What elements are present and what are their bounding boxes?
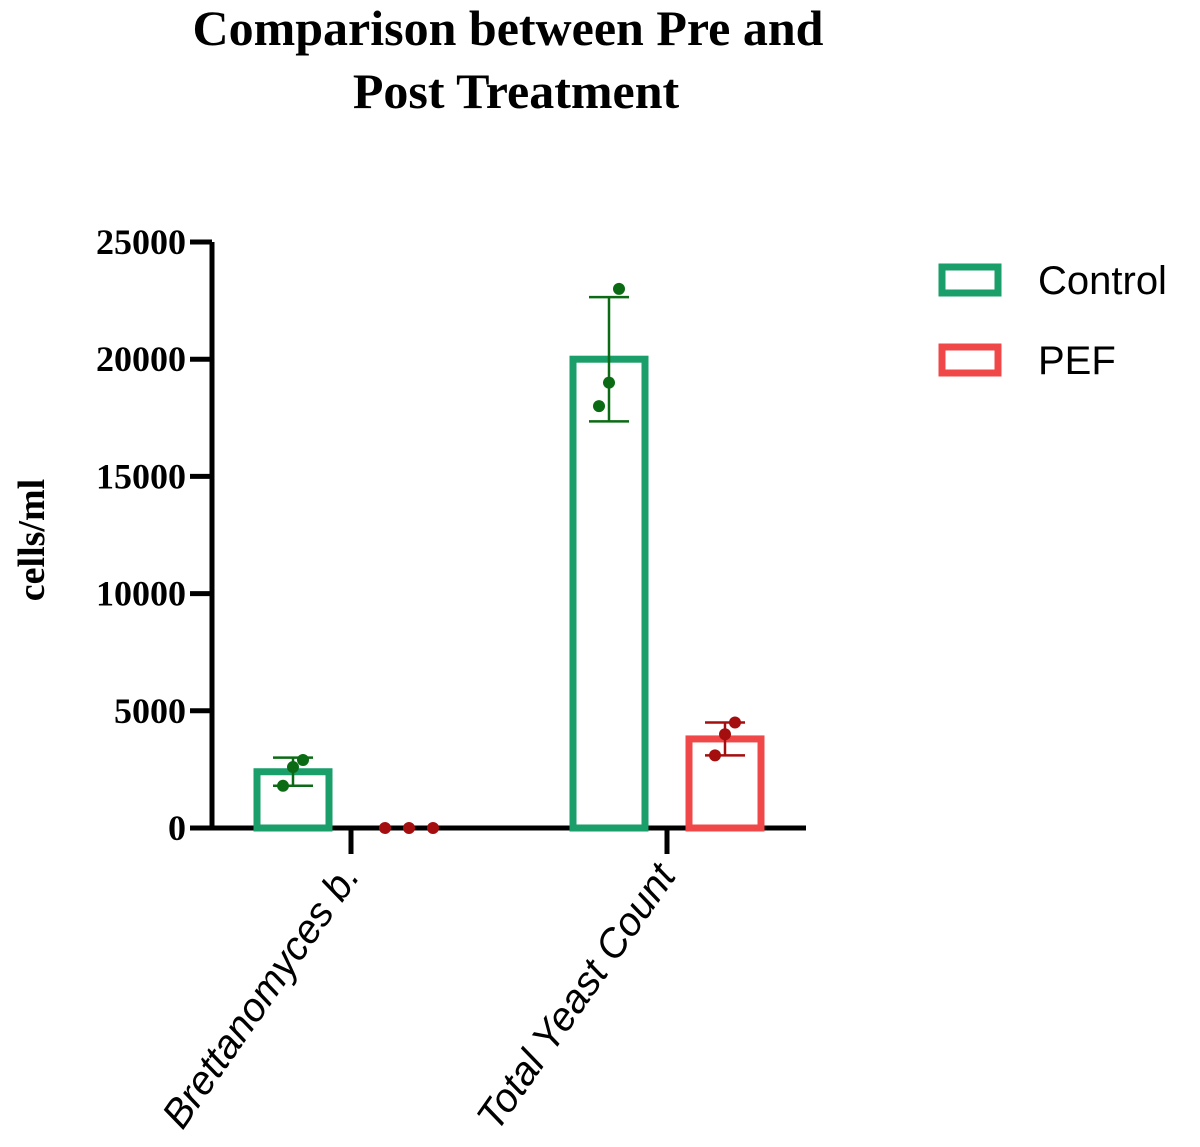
- bar-control-1: [569, 355, 649, 832]
- legend-label-pef: PEF: [1038, 339, 1116, 383]
- data-point: [277, 779, 289, 792]
- data-point: [709, 749, 721, 762]
- y-axis-label: cells/ml: [11, 479, 53, 601]
- chart-title-line-1: Comparison between Pre and: [192, 0, 823, 56]
- data-point: [427, 822, 439, 834]
- y-tick-label: 10000: [96, 574, 186, 614]
- y-tick-label: 5000: [114, 691, 186, 731]
- legend-label-control: Control: [1038, 259, 1167, 303]
- plot-area: 0 5000 10000 15000 20000 25000 Brettanomyces b…: [96, 222, 806, 1138]
- data-point: [729, 716, 741, 729]
- data-point: [603, 376, 615, 389]
- data-point: [379, 822, 391, 834]
- legend-swatch-control: [938, 263, 1002, 297]
- data-point: [297, 754, 309, 767]
- y-tick-label: 20000: [96, 339, 186, 379]
- legend-swatch-pef: [938, 343, 1002, 377]
- data-point: [593, 400, 605, 413]
- data-point: [287, 761, 299, 774]
- x-tick-label: Total Yeast Count: [468, 854, 685, 1138]
- data-point: [719, 728, 731, 741]
- chart-title-line-2: Post Treatment: [353, 63, 680, 119]
- y-tick-label: 0: [168, 808, 186, 848]
- y-tick-label: 25000: [96, 222, 186, 262]
- data-point: [403, 822, 415, 834]
- x-tick-label: Brettanomyces b.: [154, 856, 369, 1136]
- y-tick-label: 15000: [96, 456, 186, 496]
- data-point: [613, 282, 625, 295]
- legend: Control PEF: [938, 259, 1167, 383]
